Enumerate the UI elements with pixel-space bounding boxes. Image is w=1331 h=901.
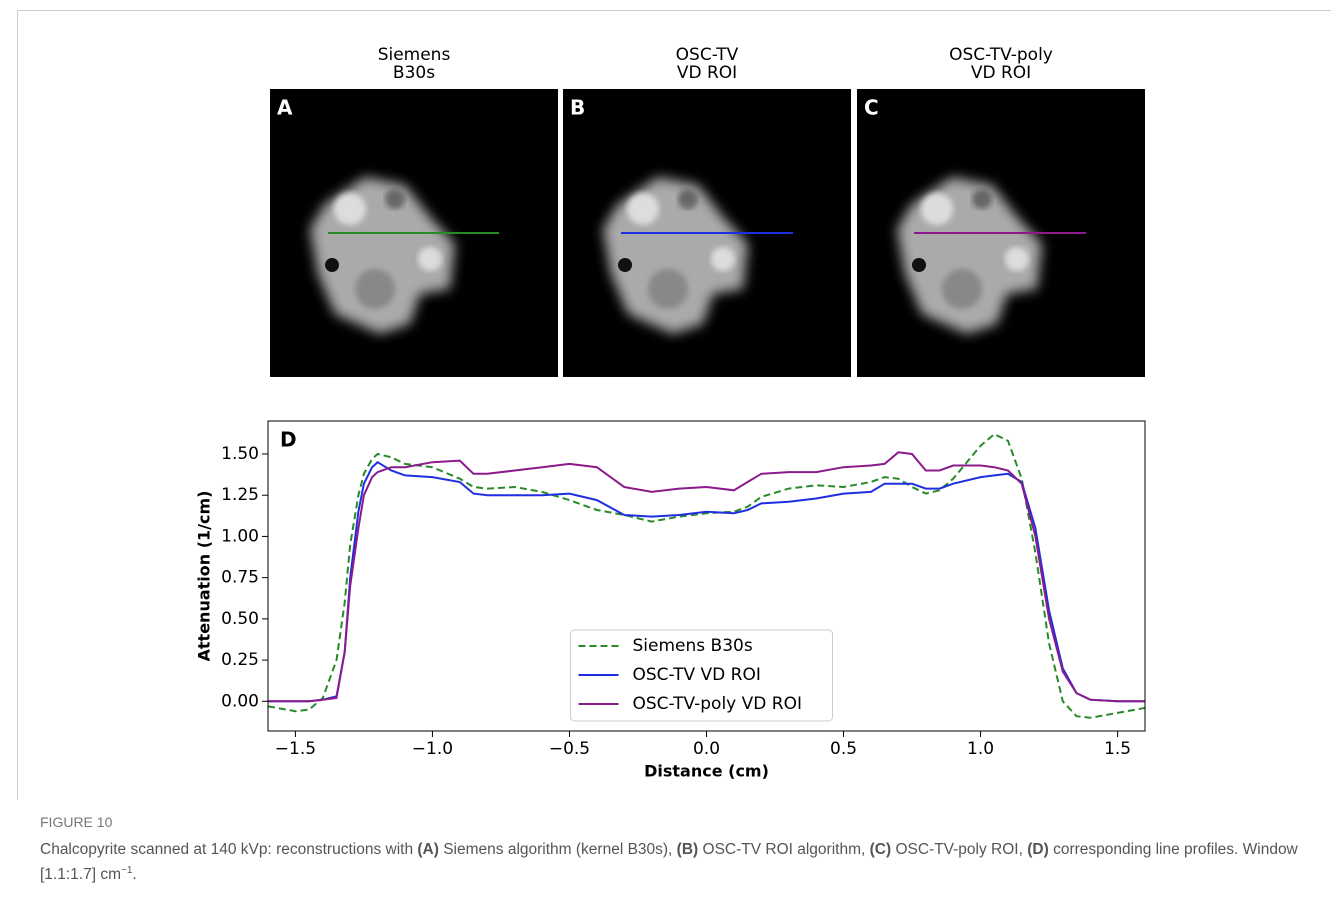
y-tick-label: 1.00 [221,526,259,546]
caption-sup: −1 [121,865,132,876]
caption-ref: (D) [1027,841,1049,858]
x-tick-label: 1.0 [967,739,994,759]
panel-label: C [864,96,879,120]
legend-label: OSC-TV-poly VD ROI [633,694,802,714]
panel-b: OSC-TV VD ROI B [563,45,851,377]
y-tick-label: 0.75 [221,568,259,588]
caption-ref: (A) [417,841,439,858]
line-chart: −1.5 −1.0 −0.5 0.0 0.5 1.0 1.5 0.00 0.25 0.50 0.75… [195,421,1146,781]
caption-text: OSC-TV ROI algorithm, [698,841,869,858]
x-tick-label: 0.5 [830,739,857,759]
y-tick-label: 0.50 [221,609,259,629]
legend-label: Siemens B30s [633,636,753,656]
caption-text: OSC-TV-poly ROI, [891,841,1027,858]
panel-title: Siemens [378,45,451,65]
x-tick-label: 0.0 [693,739,720,759]
page: Siemens B30s A OSC-TV VD ROI B OSC-TV-po… [0,0,1331,901]
panel-label: D [280,428,297,452]
x-tick-label: −0.5 [549,739,590,759]
y-axis-label: Attenuation (1/cm) [195,491,214,662]
x-tick-label: −1.5 [275,739,316,759]
panel-title: OSC-TV [676,45,739,65]
caption-text: Siemens algorithm (kernel B30s), [439,841,677,858]
panel-c: OSC-TV-poly VD ROI C [857,45,1145,377]
y-tick-label: 0.25 [221,650,259,670]
x-axis-label: Distance (cm) [644,762,769,781]
caption-label: FIGURE 10 [40,812,1300,833]
y-tick-label: 0.00 [221,691,259,711]
figure: Siemens B30s A OSC-TV VD ROI B OSC-TV-po… [0,0,1331,800]
panel-label: A [277,96,293,120]
caption: FIGURE 10 Chalcopyrite scanned at 140 kV… [40,812,1300,885]
y-tick-label: 1.50 [221,444,259,464]
x-tick-label: −1.0 [412,739,453,759]
panel-title: VD ROI [677,63,737,83]
caption-ref: (C) [870,841,892,858]
legend-label: OSC-TV VD ROI [633,665,761,685]
panel-title: VD ROI [971,63,1031,83]
panel-label: B [570,96,585,120]
panel-title: B30s [393,63,435,83]
caption-ref: (B) [677,841,699,858]
panel-a: Siemens B30s A [270,45,558,377]
x-tick-label: 1.5 [1104,739,1131,759]
panel-title: OSC-TV-poly [949,45,1053,65]
y-tick-label: 1.25 [221,485,259,505]
caption-text: . [132,866,136,883]
caption-text: Chalcopyrite scanned at 140 kVp: reconst… [40,841,417,858]
